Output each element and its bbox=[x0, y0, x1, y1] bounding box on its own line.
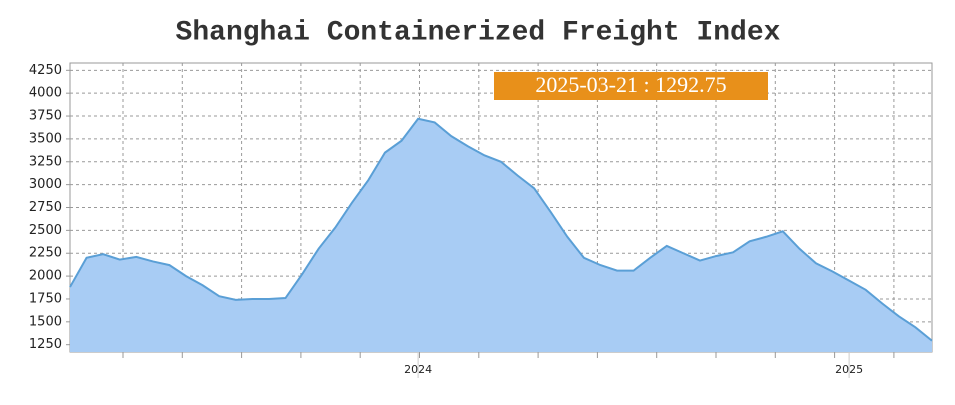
y-tick-label: 1500 bbox=[29, 314, 62, 329]
x-tick-label: 2025 bbox=[835, 363, 863, 376]
y-tick-label: 2750 bbox=[29, 200, 62, 215]
y-tick-label: 3000 bbox=[29, 177, 62, 192]
y-tick-label: 2000 bbox=[29, 269, 62, 284]
y-tick-label: 4250 bbox=[29, 63, 62, 78]
y-tick-label: 1250 bbox=[29, 337, 62, 352]
y-tick-label: 3750 bbox=[29, 109, 62, 124]
y-tick-label: 2250 bbox=[29, 246, 62, 261]
annotation-box bbox=[494, 72, 768, 100]
y-tick-label: 3250 bbox=[29, 154, 62, 169]
y-tick-label: 3500 bbox=[29, 131, 62, 146]
y-tick-label: 2500 bbox=[29, 223, 62, 238]
line bbox=[69, 117, 933, 342]
x-tick-label: 2024 bbox=[404, 363, 432, 376]
area bbox=[70, 118, 932, 353]
chart-title: Shanghai Containerized Freight Index bbox=[176, 17, 781, 48]
y-tick-label: 1750 bbox=[29, 291, 62, 306]
annotation: 2025-03-21 : 1292.75 bbox=[535, 72, 726, 97]
y-tick-label: 4000 bbox=[29, 86, 62, 101]
